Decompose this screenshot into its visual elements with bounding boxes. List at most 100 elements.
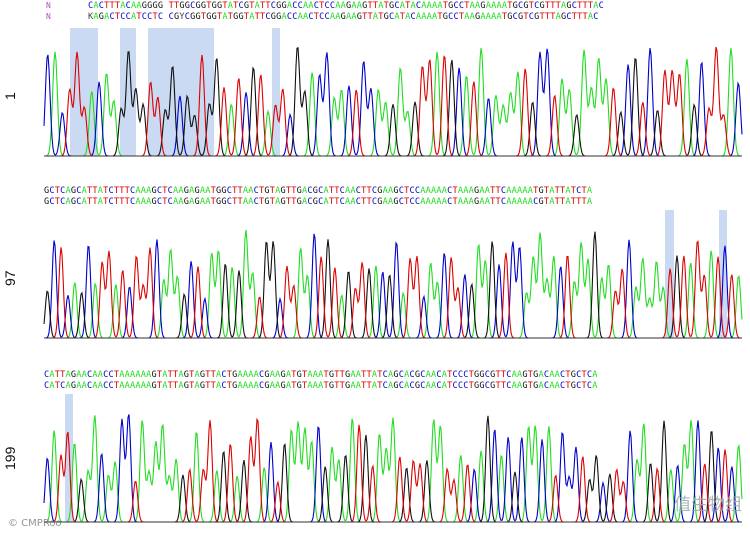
base-call: T [265,1,271,11]
base-call: A [136,1,142,11]
base-call: G [151,381,157,391]
base-call: A [431,370,437,380]
base-call: C [329,1,336,11]
base-call: T [217,12,223,22]
base-call: A [92,370,98,380]
base-call: T [366,197,372,207]
base-call: G [393,197,399,207]
base-call: A [135,186,141,196]
base-call: C [60,197,66,207]
base-call: T [259,197,265,207]
base-call: A [253,370,259,380]
base-call: T [361,197,367,207]
base-call: T [232,197,238,207]
base-call: A [178,186,184,196]
base-call: C [389,12,395,22]
base-call: C [576,370,582,380]
base-call: A [382,186,388,196]
base-call: C [292,12,298,22]
base-call: G [281,1,287,11]
base-call: A [345,197,351,207]
base-call: A [81,197,87,207]
base-call: A [371,370,378,380]
base-call: T [313,12,320,22]
base-call: T [570,197,577,207]
mismatch-highlight [272,28,280,156]
base-call: G [377,186,383,196]
base-call: A [491,12,497,22]
base-call: C [339,197,345,207]
base-call: T [334,381,340,391]
base-call: T [323,370,329,380]
base-call: T [168,1,174,11]
base-call: A [81,370,87,380]
trace-g [44,47,742,157]
base-call: C [270,1,277,11]
base-call: C [415,1,422,11]
base-call: A [517,370,523,380]
base-call: T [291,381,297,391]
base-call: T [468,370,474,380]
base-call: G [533,370,539,380]
base-call: A [92,381,98,391]
base-call: C [88,1,94,11]
base-call: A [81,381,87,391]
base-call: G [70,197,77,207]
base-call: T [490,197,496,207]
base-call: G [414,370,421,380]
base-call: T [113,381,120,391]
base-call: G [393,186,399,196]
base-call: T [528,1,535,11]
base-call: A [242,381,249,391]
base-call: C [307,186,313,196]
base-call: T [285,197,292,207]
base-call: C [49,197,55,207]
base-call: A [97,186,104,196]
corner-mark: © CMPRoo [8,518,62,529]
base-call: T [383,1,389,11]
sequence-line: CATCAGAACAACCTAAAAAAGTATTAGTAGTTACTGAAAA… [44,381,598,391]
base-call: C [318,197,324,207]
base-call: G [98,12,105,22]
base-call: C [259,381,265,391]
base-call: A [517,381,523,391]
base-call: C [463,381,469,391]
base-call: G [151,197,157,207]
base-call: A [297,12,303,22]
base-call: C [238,1,244,11]
base-call: T [189,381,195,391]
base-call: G [232,370,238,380]
base-call: G [474,370,480,380]
base-call: C [409,186,415,196]
base-call: A [511,381,517,391]
base-call: G [346,1,352,11]
base-call: T [113,186,120,196]
base-call: C [452,381,458,391]
base-call: A [119,370,125,380]
base-call: A [248,186,254,196]
base-call: A [329,12,336,22]
base-call: G [570,381,577,391]
base-call: A [522,186,528,196]
base-call: A [146,186,152,196]
base-call: G [152,1,158,11]
base-call: T [302,381,308,391]
base-call: C [566,12,572,22]
base-call: T [366,381,372,391]
base-call: C [44,370,50,380]
base-call: T [495,186,501,196]
base-call: A [350,381,356,391]
base-call: A [355,370,362,380]
base-call: T [156,381,163,391]
trace-area [43,210,743,339]
base-call: A [371,381,378,391]
base-call: G [264,186,270,196]
base-call: C [500,197,507,207]
base-call: G [296,186,302,196]
base-call: C [226,186,233,196]
base-call: T [54,370,61,380]
base-call: A [124,370,130,380]
base-call: C [453,12,459,22]
trace-c [43,414,742,523]
base-call: G [296,197,302,207]
